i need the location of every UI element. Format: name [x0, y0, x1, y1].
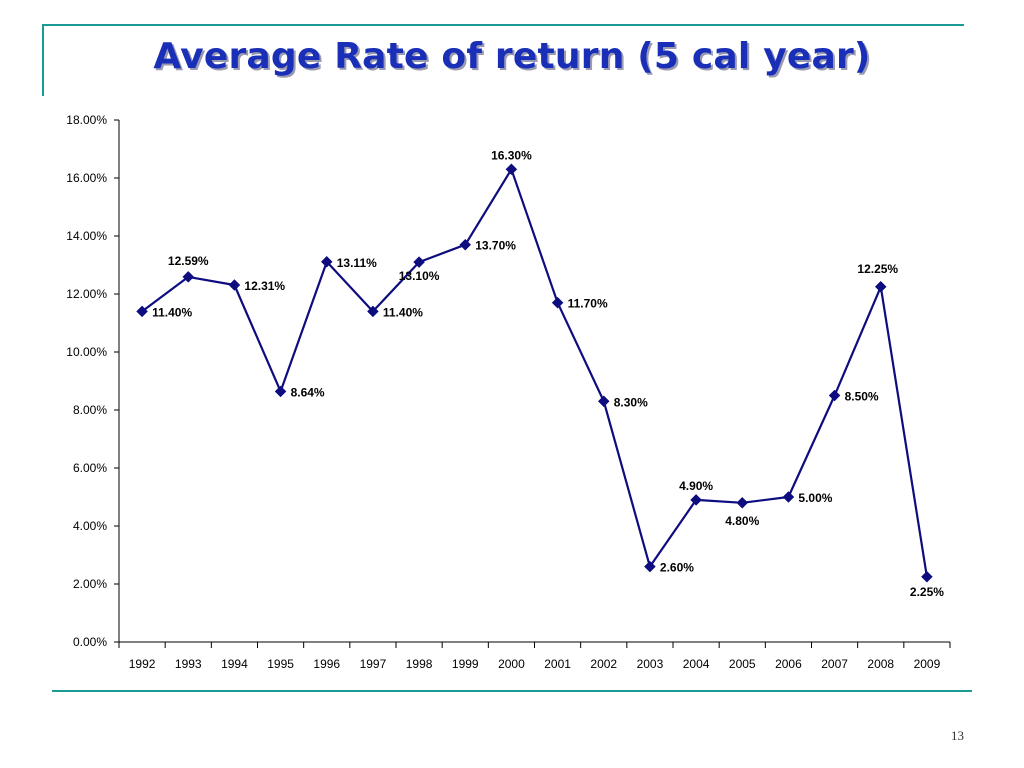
data-label: 12.31% — [244, 279, 285, 293]
x-tick-label: 2001 — [544, 657, 571, 671]
data-label: 5.00% — [798, 491, 832, 505]
x-tick-label: 2000 — [498, 657, 525, 671]
x-tick-label: 2009 — [914, 657, 941, 671]
y-tick-label: 2.00% — [73, 577, 107, 591]
y-tick-label: 10.00% — [66, 345, 107, 359]
x-tick-label: 2002 — [590, 657, 617, 671]
x-tick-label: 1997 — [360, 657, 387, 671]
x-tick-label: 2008 — [867, 657, 894, 671]
data-label: 11.40% — [152, 305, 192, 319]
data-label: 11.40% — [383, 305, 423, 319]
x-tick-label: 2003 — [637, 657, 664, 671]
y-tick-label: 14.00% — [66, 229, 107, 243]
data-point-marker — [228, 279, 241, 291]
x-tick-label: 2005 — [729, 657, 756, 671]
data-point-marker — [551, 296, 564, 309]
data-label: 8.64% — [291, 385, 325, 399]
y-tick-label: 12.00% — [66, 287, 107, 301]
slide-title: Average Rate of return (5 cal year) — [153, 36, 871, 77]
data-label: 8.30% — [614, 395, 648, 409]
x-tick-label: 1994 — [221, 657, 248, 671]
accent-bottom-line — [52, 690, 972, 692]
data-point-marker — [413, 256, 425, 268]
y-tick-label: 0.00% — [73, 635, 107, 649]
y-tick-label: 6.00% — [73, 461, 107, 475]
series-line — [141, 168, 928, 577]
data-label: 16.30% — [491, 148, 532, 162]
data-label: 13.70% — [475, 239, 516, 253]
y-tick-label: 18.00% — [66, 113, 107, 127]
data-point-marker — [782, 491, 795, 503]
x-tick-label: 2004 — [683, 657, 710, 671]
data-label: 12.25% — [857, 262, 898, 276]
data-point-marker — [921, 570, 933, 583]
x-tick-label: 1992 — [129, 657, 156, 671]
data-label: 13.10% — [399, 269, 440, 283]
accent-vertical-line — [42, 24, 44, 96]
x-tick-label: 1998 — [406, 657, 433, 671]
page-number: 13 — [951, 728, 964, 743]
data-point-marker — [690, 494, 702, 506]
data-label: 13.11% — [337, 256, 377, 270]
y-tick-label: 4.00% — [73, 519, 107, 533]
data-point-marker — [597, 395, 610, 408]
x-tick-label: 2007 — [821, 657, 848, 671]
data-point-marker — [367, 305, 379, 318]
y-tick-label: 8.00% — [73, 403, 107, 417]
data-label: 4.90% — [679, 479, 713, 493]
data-label: 8.50% — [845, 390, 879, 404]
x-tick-label: 1995 — [267, 657, 294, 671]
data-label: 2.60% — [660, 561, 694, 575]
x-tick-label: 1999 — [452, 657, 479, 671]
x-tick-label: 1993 — [175, 657, 202, 671]
data-label: 4.80% — [725, 514, 759, 528]
data-point-marker — [505, 163, 518, 176]
accent-top-line — [42, 24, 964, 26]
data-point-marker — [828, 389, 841, 402]
data-point-marker — [644, 560, 656, 573]
data-point-marker — [320, 255, 333, 268]
x-tick-label: 2006 — [775, 657, 802, 671]
data-point-marker — [459, 238, 472, 251]
data-point-marker — [736, 496, 749, 509]
data-label: 2.25% — [910, 585, 944, 599]
data-point-marker — [874, 280, 887, 293]
data-point-marker — [274, 385, 287, 398]
y-tick-label: 16.00% — [66, 171, 107, 185]
x-tick-label: 1996 — [313, 657, 340, 671]
data-point-marker — [136, 305, 148, 318]
data-label: 11.70% — [568, 297, 608, 311]
data-label: 12.59% — [168, 254, 209, 268]
data-point-marker — [182, 271, 195, 283]
